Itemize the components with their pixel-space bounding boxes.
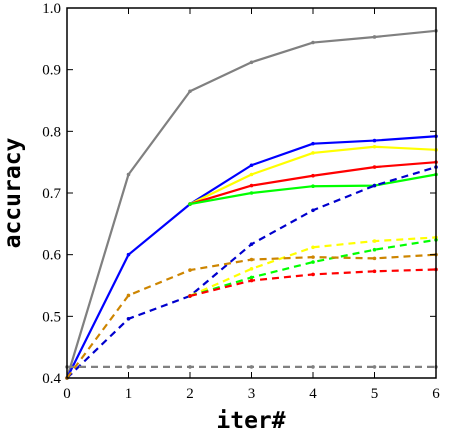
data-point [126, 172, 131, 177]
data-point [372, 138, 377, 143]
data-point [188, 89, 192, 94]
data-point [311, 260, 315, 264]
x-tick-label: 3 [248, 386, 256, 402]
data-point [372, 144, 377, 149]
data-point [126, 293, 131, 298]
data-point [126, 317, 131, 321]
data-point [372, 256, 377, 261]
y-tick-label: 0.5 [42, 309, 61, 325]
data-point [249, 257, 254, 262]
data-point [249, 275, 254, 280]
data-point [311, 173, 315, 178]
data-point [311, 255, 315, 259]
data-point [372, 183, 377, 188]
x-axis-title: iter# [216, 408, 285, 434]
data-point [311, 151, 315, 155]
series-line-8 [189, 238, 437, 298]
data-point [372, 247, 377, 252]
x-tick-label: 6 [432, 386, 440, 402]
data-point [188, 268, 192, 272]
data-point [311, 40, 315, 45]
data-point [311, 208, 315, 213]
y-tick-label: 0.7 [42, 186, 61, 202]
y-axis-title: accuracy [0, 137, 26, 248]
data-point [188, 294, 192, 298]
x-tick-label: 4 [309, 386, 317, 402]
x-tick-label: 1 [125, 386, 133, 402]
data-point [372, 365, 377, 369]
data-point [126, 252, 131, 257]
data-point [311, 141, 315, 146]
data-point [188, 365, 192, 369]
data-point [372, 165, 377, 169]
y-tick-label: 0.4 [42, 371, 61, 387]
data-point [126, 365, 131, 369]
data-point [249, 163, 254, 168]
data-point [372, 35, 377, 39]
data-point [372, 239, 377, 243]
data-point [311, 245, 315, 250]
x-tick-label: 2 [186, 386, 194, 402]
data-point [249, 267, 254, 271]
data-point [372, 269, 377, 274]
data-point [188, 202, 192, 206]
y-tick-label: 0.9 [42, 63, 61, 79]
tick-layer: 0 1 2 3 4 5 6 0.4 0.5 0.6 0.7 0.8 0.9 1.0 [42, 1, 440, 402]
data-point [249, 60, 254, 65]
series-layer [65, 29, 438, 380]
data-point [249, 172, 254, 177]
data-point [249, 183, 254, 188]
data-point [249, 365, 254, 369]
x-tick-label: 0 [63, 386, 71, 402]
data-point [249, 242, 254, 246]
data-point [311, 365, 315, 369]
y-tick-label: 0.8 [42, 124, 61, 140]
data-point [311, 272, 315, 277]
y-tick-label: 1.0 [42, 1, 61, 17]
y-tick-label: 0.6 [42, 248, 61, 264]
data-point [311, 184, 315, 189]
data-point [249, 191, 254, 195]
x-tick-label: 5 [371, 386, 379, 402]
data-point [249, 278, 254, 283]
